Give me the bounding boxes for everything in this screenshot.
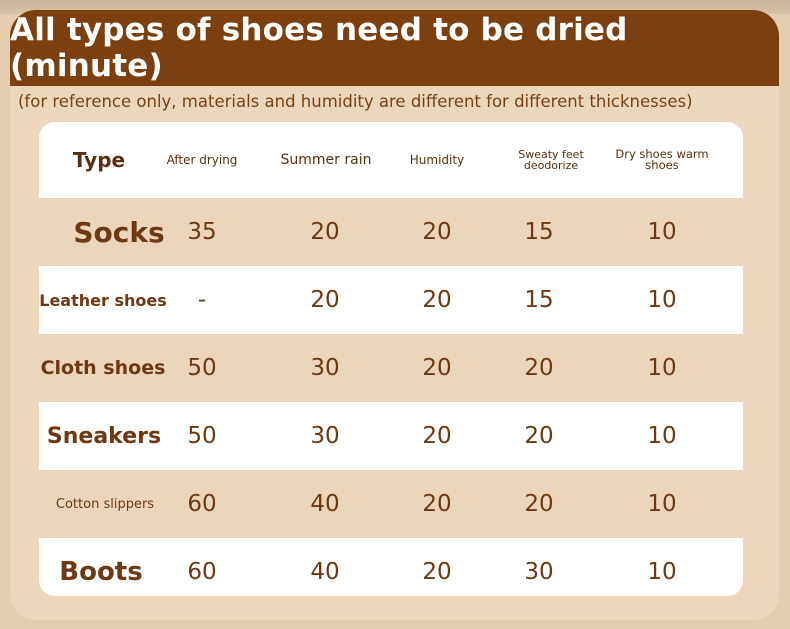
header-after-drying: After drying	[166, 153, 238, 167]
cell-dry-warm: 10	[647, 287, 677, 313]
cell-after-drying: 50	[187, 355, 217, 381]
table-row: Socks 35 20 20 15 10	[39, 198, 743, 266]
header-dry-warm: Dry shoes warm shoes	[615, 146, 709, 172]
cell-after-drying: 60	[187, 491, 217, 517]
table-row: Boots 60 40 20 30 10	[39, 538, 743, 596]
row-type-label: Sneakers	[46, 423, 162, 449]
reference-note: (for reference only, materials and humid…	[18, 92, 693, 111]
cell-after-drying: 35	[187, 219, 217, 245]
info-card: All types of shoes need to be dried (min…	[10, 10, 779, 620]
cell-summer-rain: 30	[310, 355, 340, 381]
header-summer-rain: Summer rain	[280, 152, 372, 168]
table-header-row: Type After drying Summer rain Humidity S…	[39, 122, 743, 198]
cell-sweaty-feet: 20	[524, 491, 554, 517]
row-type-label: Cotton slippers	[55, 496, 155, 512]
cell-sweaty-feet: 15	[524, 219, 554, 245]
cell-summer-rain: 40	[310, 491, 340, 517]
cell-dry-warm: 10	[647, 423, 677, 449]
header-sweaty-feet: Sweaty feet deodorize	[518, 148, 584, 172]
cell-dry-warm: 10	[647, 491, 677, 517]
cell-summer-rain: 40	[310, 559, 340, 585]
cell-humidity: 20	[422, 219, 452, 245]
cell-after-drying: 50	[187, 423, 217, 449]
cell-humidity: 20	[422, 355, 452, 381]
page-title: All types of shoes need to be dried (min…	[10, 12, 628, 84]
cell-summer-rain: 30	[310, 423, 340, 449]
cell-dry-warm: 10	[647, 559, 677, 585]
table-row: Sneakers 50 30 20 20 10	[39, 402, 743, 470]
cell-sweaty-feet: 20	[524, 423, 554, 449]
cell-humidity: 20	[422, 287, 452, 313]
row-type-label: Leather shoes	[39, 290, 167, 310]
table-row: Leather shoes - 20 20 15 10	[39, 266, 743, 334]
cell-dry-warm: 10	[647, 219, 677, 245]
cell-sweaty-feet: 20	[524, 355, 554, 381]
cell-sweaty-feet: 15	[524, 287, 554, 313]
cell-humidity: 20	[422, 491, 452, 517]
cell-summer-rain: 20	[310, 219, 340, 245]
cell-summer-rain: 20	[310, 287, 340, 313]
row-type-label: Cloth shoes	[40, 357, 166, 379]
cell-after-drying: -	[197, 287, 207, 313]
row-type-label: Socks	[73, 215, 165, 249]
cell-humidity: 20	[422, 559, 452, 585]
table-row: Cloth shoes 50 30 20 20 10	[39, 334, 743, 402]
header-humidity: Humidity	[409, 153, 465, 167]
title-bar: All types of shoes need to be dried (min…	[10, 10, 779, 86]
table-row: Cotton slippers 60 40 20 20 10	[39, 470, 743, 538]
row-type-label: Boots	[59, 557, 143, 587]
cell-humidity: 20	[422, 423, 452, 449]
cell-dry-warm: 10	[647, 355, 677, 381]
drying-time-table: Type After drying Summer rain Humidity S…	[39, 122, 743, 596]
cell-after-drying: 60	[187, 559, 217, 585]
cell-sweaty-feet: 30	[524, 559, 554, 585]
header-type: Type	[72, 148, 126, 172]
